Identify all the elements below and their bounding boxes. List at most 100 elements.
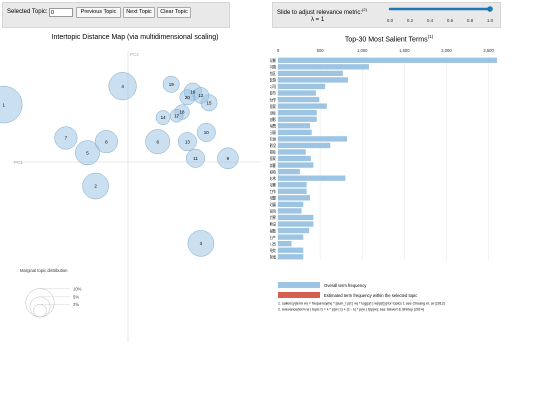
term-bar[interactable] [278, 149, 306, 155]
term-label: 合作 [270, 96, 276, 102]
term-bar[interactable] [278, 116, 317, 122]
selected-topic-input[interactable] [49, 8, 73, 17]
topic-label: 15 [206, 100, 212, 105]
marginal-circle [25, 288, 55, 318]
term-bar[interactable] [278, 142, 331, 149]
term-bar[interactable] [278, 96, 320, 103]
topic-bubble[interactable] [169, 108, 184, 123]
slider-tick-label: 0.0 [387, 18, 394, 23]
topic-bubble[interactable] [187, 230, 215, 257]
term-label: 建设 [270, 221, 276, 227]
term-bar[interactable] [278, 175, 346, 181]
term-bar[interactable] [278, 247, 304, 253]
topic-bubble[interactable] [162, 75, 180, 93]
term-label: 游客 [270, 162, 276, 168]
topic-bubble[interactable] [177, 132, 197, 152]
term-label: 问题 [270, 195, 276, 201]
topic-bubble[interactable] [0, 86, 23, 124]
term-label: 旅游 [270, 77, 276, 83]
term-bar[interactable] [278, 195, 311, 201]
term-label: 国家 [270, 103, 276, 109]
term-bar[interactable] [278, 188, 307, 194]
legend-estimated-label: Estimated term frequency within the sele… [324, 293, 417, 298]
topic-bubble[interactable] [179, 89, 196, 106]
topic-label: 2 [94, 184, 97, 189]
term-bar[interactable] [278, 123, 311, 129]
term-bar[interactable] [278, 208, 302, 214]
topic-bubble[interactable] [94, 130, 118, 154]
topic-bubble[interactable] [145, 129, 171, 155]
term-bar[interactable] [278, 214, 314, 221]
slider-tick-label: 0.2 [407, 18, 414, 23]
intertopic-map-title: Intertopic Distance Map (via multidimens… [51, 34, 219, 41]
term-label: 消费 [270, 122, 276, 128]
marginal-pct-label: 5% [73, 295, 79, 300]
marginal-circle [33, 304, 47, 318]
previous-topic-button[interactable]: Previous Topic [76, 7, 121, 18]
bar-x-tick-label: 0 [277, 48, 280, 53]
relevance-footnote-mark: (2) [362, 7, 367, 12]
term-bar[interactable] [278, 110, 317, 116]
slider-handle[interactable] [487, 6, 493, 12]
term-bar[interactable] [278, 227, 310, 234]
bar-x-ticks: 0 500 1,000 1,500 2,000 2,500 [277, 48, 495, 53]
term-label: 国际 [270, 149, 276, 155]
term-bar[interactable] [278, 70, 343, 77]
term-bar[interactable] [278, 221, 314, 227]
clear-topic-button[interactable]: Clear Topic [157, 7, 191, 18]
term-bar[interactable] [278, 64, 369, 70]
topic-bubble[interactable] [75, 140, 100, 166]
topic-label: 3 [200, 241, 203, 246]
term-bar[interactable] [278, 168, 300, 175]
term-bar[interactable] [278, 241, 292, 247]
topic-bubble[interactable] [54, 126, 78, 150]
term-bar[interactable] [278, 155, 311, 162]
term-label: 中国 [270, 64, 276, 70]
term-bar[interactable] [278, 182, 307, 188]
term-bar[interactable] [278, 201, 304, 208]
term-bar[interactable] [278, 83, 326, 90]
topic-bubble[interactable] [82, 172, 109, 200]
slider-tick-label: 0.8 [467, 18, 474, 23]
relevance-label-text: Slide to adjust relevance metric: [277, 10, 363, 16]
next-topic-button[interactable]: Next Topic [123, 7, 155, 18]
term-bar[interactable] [278, 234, 304, 240]
term-bar[interactable] [278, 162, 314, 168]
bar-x-tick-label: 2,000 [441, 48, 452, 53]
term-bar[interactable] [278, 129, 312, 135]
term-bar[interactable] [278, 103, 327, 109]
footnote-saliency: 1. saliency(term w) = frequency(w) * [su… [278, 302, 445, 306]
topic-label: 6 [156, 139, 159, 144]
term-label: 工作 [270, 188, 276, 194]
term-bar[interactable] [278, 136, 348, 142]
relevance-slider[interactable]: 0.0 0.2 0.4 0.6 0.8 1.0 [387, 6, 494, 23]
bar-x-tick-label: 500 [317, 48, 325, 53]
salient-terms-title-text: Top-30 Most Salient Terms [344, 36, 428, 44]
term-bar[interactable] [278, 77, 348, 83]
topic-bubble[interactable] [186, 148, 205, 168]
topic-bubble[interactable] [196, 122, 216, 142]
term-label: 电影 [270, 116, 276, 122]
term-label: 风景 [270, 181, 276, 187]
topic-label: 10 [204, 130, 210, 135]
slider-ticks: 0.0 0.2 0.4 0.6 0.8 1.0 [387, 18, 494, 23]
term-label: 万丽 [270, 130, 276, 135]
term-label: 海风 [270, 208, 276, 214]
term-label: 地区 [270, 70, 276, 76]
slider-tick-label: 1.0 [487, 18, 494, 23]
topic-label: 9 [227, 156, 230, 161]
term-bar[interactable] [278, 90, 316, 96]
term-label: 城市 [270, 90, 276, 96]
topic-label: 1 [3, 102, 6, 107]
intertopic-distance-map: PC1 PC2 1234567891011121314151617181920 … [0, 52, 262, 342]
topic-label: 17 [174, 113, 180, 118]
term-bar[interactable] [278, 57, 497, 63]
term-label: 生产 [270, 234, 276, 240]
marginal-circle [29, 296, 51, 318]
term-bar[interactable] [278, 254, 304, 260]
topic-bubble[interactable] [217, 147, 239, 170]
topic-bubble[interactable] [108, 72, 137, 101]
marginal-pct-label: 2% [73, 302, 79, 307]
